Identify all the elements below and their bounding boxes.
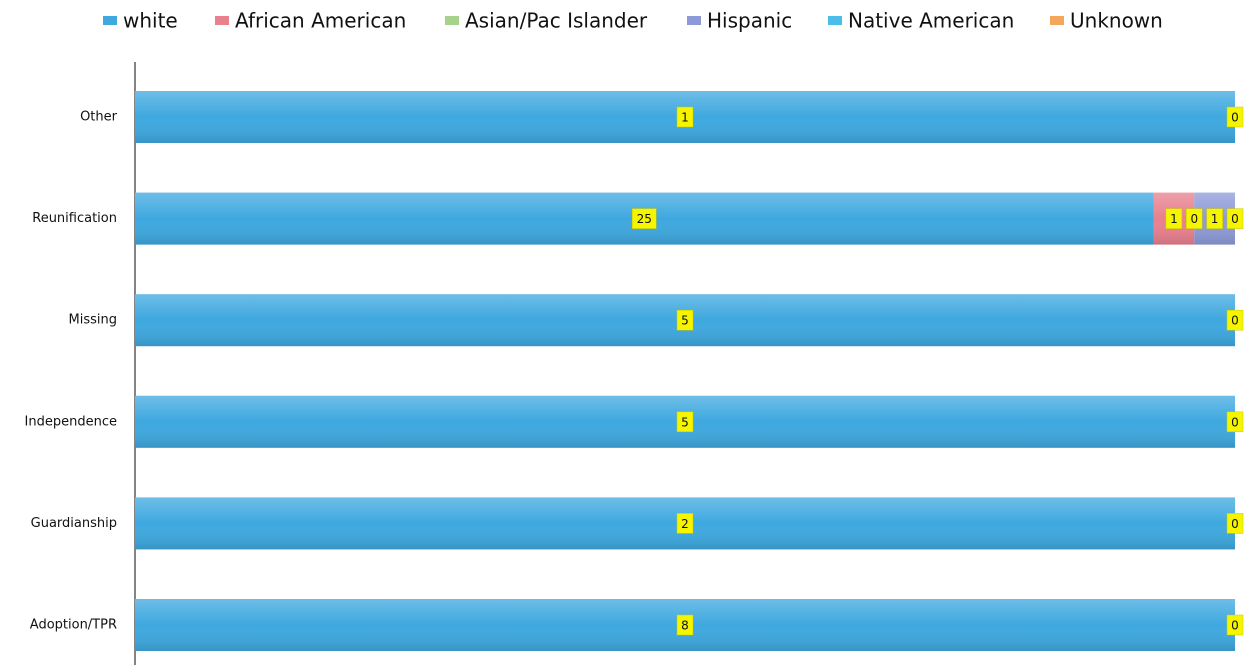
data-label: 0 [1231, 517, 1239, 531]
legend-swatch [103, 16, 117, 25]
y-tick-label: Independence [25, 414, 117, 429]
data-label: 0 [1231, 111, 1239, 125]
label-bg [676, 614, 694, 636]
data-label: 5 [681, 314, 689, 328]
y-tick-label: Other [80, 110, 118, 125]
y-tick-label: Reunification [32, 211, 117, 226]
label-bg [1226, 513, 1244, 534]
data-label: 0 [1231, 619, 1239, 633]
legend-label: Hispanic [707, 9, 792, 33]
data-label: 2 [681, 517, 689, 531]
label-bg [1186, 208, 1203, 229]
label-bg [676, 106, 694, 128]
label-bg [1206, 208, 1223, 229]
data-label: 0 [1190, 212, 1198, 226]
y-tick-label: Adoption/TPR [30, 618, 117, 633]
data-label: 1 [681, 111, 689, 125]
label-bg [1226, 208, 1244, 229]
y-tick-label: Missing [69, 313, 117, 328]
label-bg [1226, 106, 1244, 128]
legend-label: Native American [848, 9, 1014, 33]
data-label: 1 [1211, 212, 1219, 226]
legend-swatch [445, 16, 459, 25]
legend-swatch [215, 16, 229, 25]
legend-swatch [687, 16, 701, 25]
data-label: 0 [1231, 314, 1239, 328]
label-bg [676, 513, 694, 534]
data-label: 1 [1170, 212, 1178, 226]
data-label: 0 [1231, 415, 1239, 429]
legend-label: African American [235, 9, 406, 33]
label-bg [1226, 411, 1244, 433]
data-label: 25 [637, 212, 652, 226]
label-bg [676, 411, 694, 433]
legend-label: Unknown [1070, 9, 1163, 33]
legend-label: Asian/Pac Islander [465, 9, 648, 33]
label-bg [1165, 208, 1183, 229]
data-label: 5 [681, 415, 689, 429]
label-bg [632, 208, 657, 229]
label-bg [1226, 614, 1244, 636]
y-tick-label: Guardianship [31, 516, 117, 531]
legend-label: white [123, 9, 178, 33]
legend-swatch [1050, 16, 1064, 25]
legend-swatch [828, 16, 842, 25]
data-label: 8 [681, 619, 689, 633]
label-bg [676, 309, 694, 331]
label-bg [1226, 309, 1244, 331]
data-label: 0 [1231, 212, 1239, 226]
